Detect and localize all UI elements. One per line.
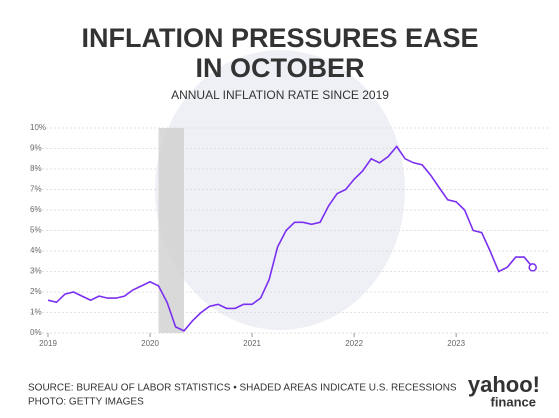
chart-title: IN OCTOBER [195,53,364,83]
logo: finance [490,394,536,409]
line-series [47,145,534,332]
chart-title: INFLATION PRESSURES EASE [81,23,478,53]
x-tick-label: 2021 [243,339,261,348]
end-marker [528,263,537,272]
x-tick-label: 2019 [39,339,57,348]
source: PHOTO: GETTY IMAGES [28,397,144,408]
source: SOURCE: BUREAU OF LABOR STATISTICS • SHA… [28,383,457,394]
x-tick-label: 2020 [141,339,159,348]
logo: yahoo! [468,372,540,397]
x-tick-label: 2022 [345,339,363,348]
chart-subtitle: ANNUAL INFLATION RATE SINCE 2019 [171,88,389,102]
background-balloon [155,50,405,330]
x-tick-label: 2023 [447,339,465,348]
